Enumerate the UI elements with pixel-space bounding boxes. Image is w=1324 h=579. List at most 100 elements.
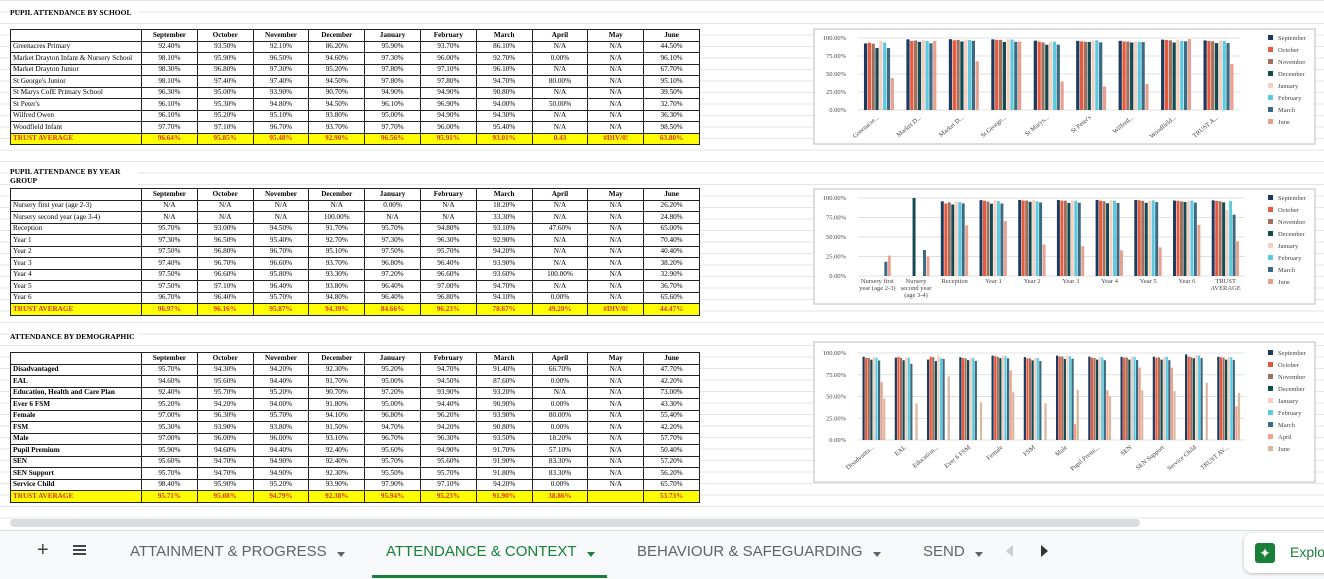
bar — [1197, 224, 1201, 276]
bar — [1230, 357, 1233, 440]
bar — [1071, 358, 1074, 440]
bar — [947, 376, 950, 440]
bar — [875, 47, 879, 110]
header-row: September October November December January F… — [10, 29, 700, 42]
x-tick-label-box: TRUST AVERAGE — [1211, 278, 1241, 292]
data-table: September October November December January F… — [10, 29, 700, 145]
legend-swatch — [1268, 362, 1273, 367]
bar — [1006, 358, 1010, 440]
bar — [1165, 356, 1168, 440]
bar — [1214, 43, 1219, 110]
bar — [934, 361, 937, 440]
bar — [1235, 406, 1238, 440]
bar — [923, 250, 926, 276]
bar — [1207, 40, 1211, 110]
bar — [952, 40, 956, 110]
cell: 33.30% — [475, 211, 533, 224]
bar — [886, 48, 891, 110]
tab-dropdown-arrow — [872, 552, 881, 557]
legend-label: June — [1278, 279, 1290, 286]
sheet-tab[interactable]: ATTENDANCE & CONTEXT — [386, 543, 577, 560]
cell: 97.30% — [141, 234, 198, 247]
bar — [1185, 354, 1188, 440]
legend-swatch — [1268, 398, 1273, 403]
y-tick-label: 0.00% — [829, 437, 846, 444]
bar — [1141, 42, 1145, 110]
cell: 92.90% — [308, 132, 366, 145]
legend-label: October — [1278, 47, 1300, 54]
bar — [967, 360, 970, 440]
bar — [1163, 356, 1166, 440]
bar — [927, 359, 930, 440]
bar — [996, 356, 999, 440]
x-tick-label: Year 1 — [985, 278, 1002, 285]
bar — [1001, 355, 1005, 440]
bar — [1036, 358, 1039, 440]
bar — [1187, 356, 1190, 440]
table-row: TRUST AVERAGE 96.64% 95.85% 95.48% 92.90% 96.… — [10, 132, 700, 145]
sheet-tab[interactable]: SEND — [923, 543, 965, 560]
bar — [1141, 390, 1144, 440]
bar — [1063, 359, 1066, 440]
bar — [947, 202, 951, 276]
sheet-tab[interactable]: BEHAVIOUR & SAFEGUARDING — [637, 543, 863, 560]
bar — [929, 356, 932, 440]
bar — [1160, 359, 1163, 440]
x-tick-label-box: Year 6 — [1179, 278, 1196, 285]
x-tick-label: Nursery second year (age 3-4) — [900, 278, 932, 299]
legend-swatch — [1268, 95, 1273, 100]
bar — [983, 200, 986, 276]
bar — [1039, 202, 1043, 276]
cell: N/A — [419, 199, 477, 212]
active-tab-underline — [372, 575, 607, 578]
scroll-right[interactable] — [1041, 545, 1048, 557]
cell: 24.80% — [643, 211, 700, 224]
legend-label: December — [1278, 386, 1306, 393]
cell: 95.91% — [419, 132, 477, 145]
chart-frame — [813, 28, 1316, 145]
table-row: Reception 95.70% 93.00% 94.50% 91.70% 95.70% 9… — [10, 222, 700, 235]
bar — [1074, 424, 1077, 440]
bar — [915, 403, 918, 440]
bar — [1123, 357, 1126, 440]
cell: N/A — [587, 199, 645, 212]
bar — [1170, 367, 1174, 440]
sheet-tab[interactable]: ATTAINMENT & PROGRESS — [130, 543, 327, 560]
bar — [1079, 41, 1084, 110]
y-tick-label: 25.00% — [826, 89, 847, 96]
table-row: Pupil Premium 95.90% 94.60% 94.40% 92.40% 95.… — [10, 444, 700, 457]
cell: 18.20% — [475, 199, 533, 212]
bar — [929, 43, 933, 111]
cell: 100.00% — [308, 211, 366, 224]
cell: 26.20% — [643, 199, 700, 212]
bar — [991, 39, 995, 111]
bar — [1225, 209, 1229, 276]
table-row: Market Drayton Junior 98.30% 96.80% 97.30% 9… — [10, 63, 700, 76]
bar — [1081, 246, 1085, 276]
all-sheets-button[interactable] — [73, 545, 86, 557]
bar — [1161, 39, 1165, 110]
explore-button[interactable]: ✦ Explor — [1244, 533, 1324, 573]
legend-swatch — [1268, 195, 1273, 200]
horizontal-scrollbar[interactable] — [10, 519, 1140, 527]
table-row: Year 1 97.30% 96.50% 95.40% 92.70% 97.30% 96.3… — [10, 234, 700, 247]
bar — [1157, 357, 1161, 440]
cell: 97.30% — [364, 52, 421, 65]
cell: 53.73% — [643, 490, 700, 503]
bar — [1106, 390, 1109, 440]
bar — [1200, 358, 1203, 440]
row-label: Year 1 — [10, 234, 142, 247]
bar — [1218, 40, 1223, 110]
bar — [1009, 370, 1012, 440]
table-row: Woodfield Infant 97.70% 97.10% 96.70% 93.70%… — [10, 121, 700, 134]
bar — [1218, 201, 1222, 276]
cell: 93.70% — [419, 40, 477, 53]
scroll-left[interactable] — [1006, 545, 1013, 557]
column-header: November — [252, 188, 310, 201]
add-sheet-button[interactable]: + — [37, 539, 49, 561]
bar — [1068, 356, 1072, 440]
bar — [1028, 358, 1032, 440]
bar — [954, 201, 958, 276]
bar — [921, 39, 925, 110]
bar — [975, 61, 979, 110]
